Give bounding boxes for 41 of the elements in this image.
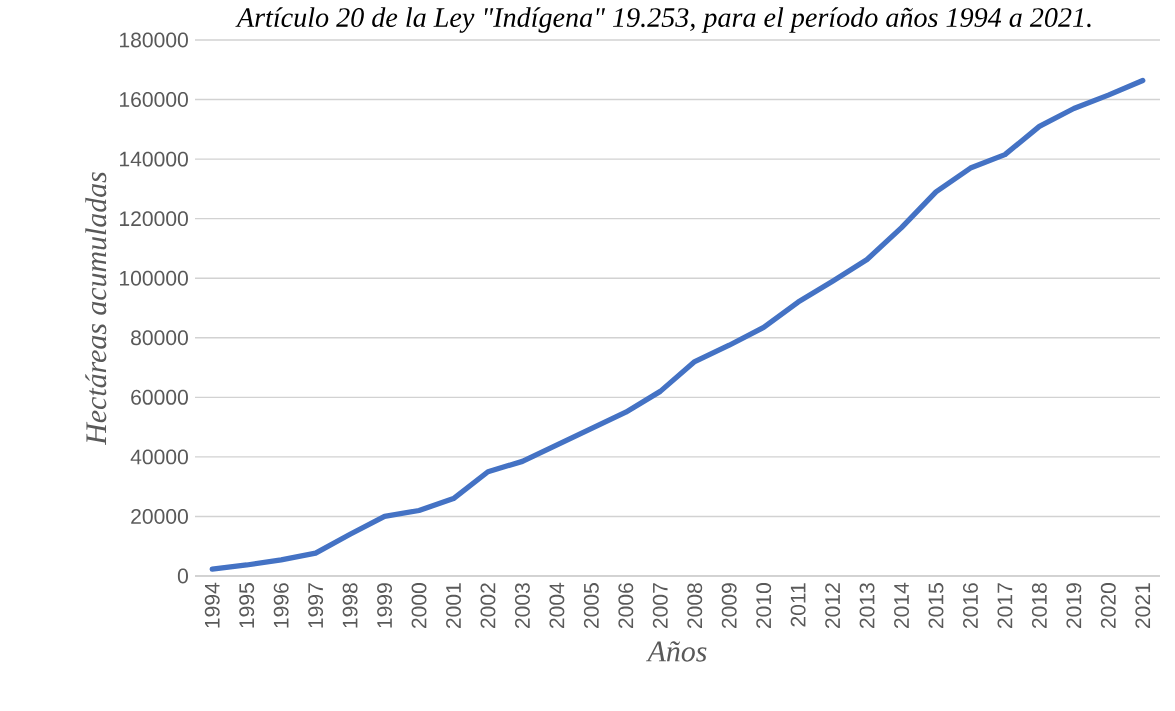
x-tick-label: 2002: [480, 583, 496, 629]
y-axis-title: Hectáreas acumuladas: [85, 172, 107, 446]
y-tick-label: 80000: [131, 330, 188, 346]
x-tick-label: 2016: [962, 583, 978, 629]
y-tick-label: 120000: [120, 211, 188, 227]
y-tick-label: 180000: [120, 32, 188, 48]
x-tick-label: 2008: [687, 583, 703, 629]
x-tick-label: 2001: [446, 583, 461, 629]
x-tick-label: 1998: [342, 583, 358, 628]
x-tick-label: 2018: [1031, 583, 1047, 629]
x-axis-title: Años: [646, 641, 707, 662]
x-tick-label: 2004: [549, 582, 565, 629]
x-tick-label: 2015: [928, 583, 944, 629]
x-tick-label: 2013: [859, 583, 875, 629]
x-tick-label: 2000: [411, 583, 427, 629]
x-tick-label: 2010: [756, 583, 772, 629]
x-tick-label: 2019: [1066, 583, 1082, 629]
x-tick-label: 2017: [997, 583, 1013, 629]
x-tick-label: 2020: [1100, 583, 1116, 629]
y-tick-label: 20000: [131, 508, 188, 524]
x-tick-label: 2014: [894, 582, 909, 629]
x-tick-label: 2005: [583, 583, 599, 629]
x-tick-label: 2003: [514, 583, 530, 629]
x-tick-label: 1994: [204, 582, 220, 628]
x-tick-label: 1997: [308, 583, 324, 628]
x-tick-label: 2006: [618, 583, 634, 629]
chart-title: Artículo 20 de la Ley "Indígena" 19.253, para el período años 1994 a 2021.: [235, 7, 1091, 33]
x-tick-label: 2009: [721, 583, 737, 629]
y-tick-label: 160000: [120, 92, 188, 108]
y-tick-label: 60000: [131, 389, 188, 405]
x-tick-label: 2007: [652, 583, 668, 629]
y-tick-label: 140000: [120, 151, 188, 167]
y-tick-label: 0: [177, 568, 188, 584]
y-tick-label: 100000: [120, 270, 188, 286]
x-tick-label: 1999: [377, 583, 393, 628]
x-tick-label: 2012: [825, 583, 841, 629]
x-tick-label: 2021: [1135, 583, 1151, 629]
x-tick-label: 1996: [273, 583, 289, 628]
y-tick-label: 40000: [130, 449, 188, 465]
x-tick-label: 1995: [239, 583, 255, 628]
x-tick-label: 2011: [790, 583, 806, 627]
